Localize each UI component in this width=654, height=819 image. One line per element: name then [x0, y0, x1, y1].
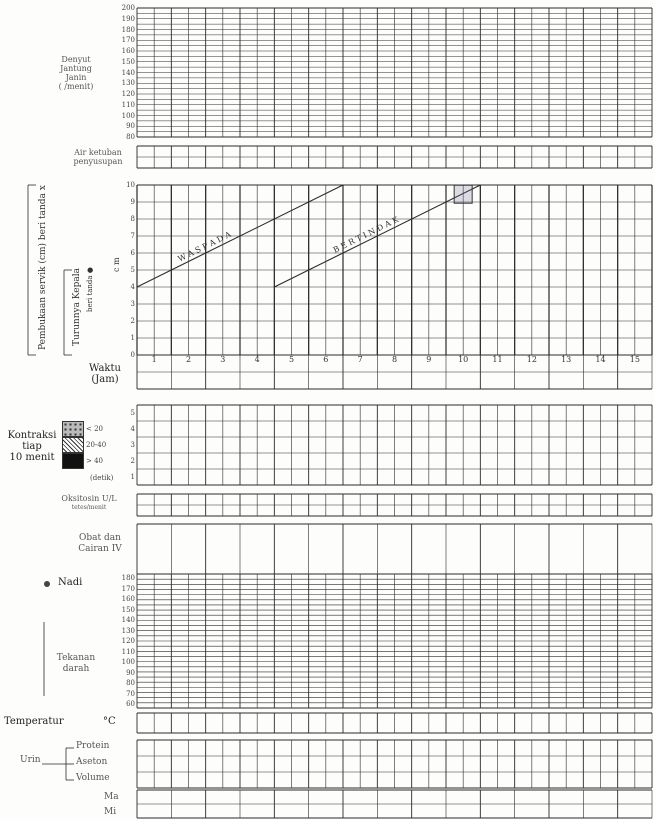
fhr-label: Denyut Jantung Janin ( /menit) — [58, 55, 94, 91]
scale-tick-label: 80 — [126, 133, 135, 141]
hour-label: 6 — [323, 355, 329, 364]
legend-swatch-gt40 — [62, 453, 84, 469]
scale-tick-label: 150 — [121, 605, 135, 614]
bp-label: Tekanan darah — [56, 653, 96, 674]
drugs-label: Obat dan Cairan IV — [78, 533, 122, 554]
scale-tick-label: 170 — [121, 584, 135, 593]
scale-tick-label: 200 — [121, 4, 135, 12]
contraction-unit: (detik) — [90, 474, 114, 482]
alert-line-label: W A S P A D A — [177, 230, 233, 264]
cervix-unit: c m — [112, 257, 121, 272]
hour-label: 15 — [629, 355, 640, 364]
scale-tick-label: 110 — [121, 647, 135, 656]
scale-tick-label: 170 — [121, 36, 135, 45]
urine-protein: Protein — [76, 741, 110, 751]
alert-line — [136, 184, 344, 288]
scale-tick-label: 60 — [126, 700, 135, 708]
scale-tick-label: 100 — [121, 658, 135, 666]
pulse-dot-icon — [44, 581, 50, 587]
urine-aseton: Aseton — [76, 757, 108, 767]
amniotic-label: Air ketuban penyusupan — [73, 148, 123, 166]
scale-tick-label: 2 — [130, 317, 135, 325]
cervix-mark-box — [453, 184, 473, 204]
time-label: Waktu (Jam) — [89, 363, 121, 385]
legend-swatch-20-40 — [62, 437, 84, 453]
scale-tick-label: 1 — [130, 334, 135, 342]
scale-tick-label: 110 — [121, 100, 135, 109]
hour-label: 14 — [595, 355, 606, 364]
scale-tick-label: 140 — [121, 68, 135, 77]
scale-tick-label: 6 — [130, 249, 135, 257]
scale-tick-label: 80 — [126, 679, 135, 687]
scale-tick-label: 70 — [126, 689, 135, 698]
hour-label: 11 — [492, 355, 503, 364]
urine-label: Urin — [20, 755, 41, 765]
pulse-label: Nadi — [58, 577, 83, 588]
scale-tick-label: 190 — [121, 14, 135, 23]
scale-tick-label: 10 — [126, 181, 135, 189]
scale-tick-label: 130 — [121, 79, 135, 88]
scale-tick-label: 120 — [121, 90, 135, 98]
scale-tick-label: 9 — [130, 198, 135, 206]
contraction-tick-label: 4 — [130, 425, 135, 433]
temperature-label: Temperatur — [4, 716, 64, 727]
scale-tick-label: 160 — [121, 47, 135, 55]
hour-label: 2 — [185, 355, 192, 364]
scale-tick-label: 5 — [130, 266, 135, 274]
scale-tick-label: 90 — [126, 668, 135, 677]
contraction-tick-label: 5 — [130, 409, 135, 417]
intake-ma: Ma — [104, 792, 119, 802]
descent-label: Turunnya Kepala — [72, 268, 82, 346]
hour-label: 4 — [254, 355, 260, 364]
scale-tick-label: 160 — [121, 595, 135, 603]
dilation-label: Pembukaan servik (cm) beri tanda x — [38, 185, 48, 350]
intake-mi: Mi — [104, 807, 117, 817]
hour-label: 13 — [561, 355, 572, 364]
hour-label: 1 — [151, 355, 157, 364]
action-line-label: B E R T I N D A K — [332, 214, 401, 254]
legend-20-40: 20-40 — [86, 441, 107, 449]
scale-tick-label: 150 — [121, 57, 135, 66]
scale-tick-label: 8 — [130, 215, 135, 223]
contraction-label: Kontraksi tiap 10 menit — [7, 430, 57, 463]
scale-tick-label: 120 — [121, 637, 135, 645]
contraction-tick-label: 3 — [130, 441, 135, 449]
scale-tick-label: 180 — [121, 25, 135, 34]
contraction-tick-label: 1 — [130, 473, 135, 481]
hour-label: 5 — [288, 355, 295, 364]
legend-swatch-lt20 — [62, 421, 84, 437]
descent-sub: beri tanda ● — [86, 267, 94, 312]
scale-tick-label: 90 — [126, 122, 135, 131]
scale-tick-label: 140 — [121, 616, 135, 624]
hour-label: 7 — [357, 355, 363, 364]
hour-label: 10 — [458, 355, 469, 364]
legend-lt20: < 20 — [86, 425, 103, 433]
scale-tick-label: 7 — [130, 232, 135, 240]
scale-tick-label: 180 — [121, 574, 135, 582]
hour-label: 9 — [426, 355, 432, 364]
legend-gt40: > 40 — [86, 457, 103, 465]
oxytocin-label: Oksitosin U/L tetes/menit — [61, 494, 117, 511]
scale-tick-label: 130 — [121, 626, 135, 635]
contraction-tick-label: 2 — [130, 457, 135, 465]
action-line — [274, 184, 481, 288]
hour-label: 8 — [391, 355, 398, 364]
hour-label: 3 — [220, 355, 226, 364]
urine-volume: Volume — [76, 773, 110, 783]
scale-tick-label: 100 — [121, 111, 135, 120]
temperature-unit: °C — [103, 716, 116, 727]
scale-tick-label: 4 — [130, 283, 135, 291]
hour-label: 12 — [526, 355, 537, 364]
scale-tick-label: 3 — [130, 300, 135, 308]
scale-tick-label: 0 — [130, 351, 135, 359]
